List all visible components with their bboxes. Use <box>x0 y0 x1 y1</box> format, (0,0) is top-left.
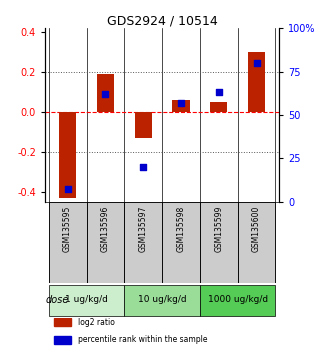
Bar <box>248 52 265 112</box>
Bar <box>210 102 227 112</box>
Text: 10 ug/kg/d: 10 ug/kg/d <box>138 295 187 304</box>
Bar <box>59 112 76 198</box>
Title: GDS2924 / 10514: GDS2924 / 10514 <box>107 14 218 27</box>
Bar <box>49 201 87 283</box>
Text: 1000 ug/kg/d: 1000 ug/kg/d <box>208 295 268 304</box>
Text: GSM135600: GSM135600 <box>252 206 261 252</box>
Text: dose: dose <box>46 295 69 306</box>
Text: GSM135599: GSM135599 <box>214 206 223 252</box>
FancyArrow shape <box>61 293 66 308</box>
Text: GSM135596: GSM135596 <box>101 206 110 252</box>
Bar <box>49 285 124 316</box>
Text: log2 ratio: log2 ratio <box>78 318 115 327</box>
Bar <box>124 285 200 316</box>
Point <box>103 91 108 97</box>
Bar <box>238 201 275 283</box>
Bar <box>124 201 162 283</box>
Point <box>141 164 146 170</box>
Bar <box>87 201 124 283</box>
Text: GSM135595: GSM135595 <box>63 206 72 252</box>
Text: GSM135598: GSM135598 <box>177 206 186 252</box>
Point <box>254 60 259 66</box>
Text: percentile rank within the sample: percentile rank within the sample <box>78 335 207 344</box>
Bar <box>135 112 152 138</box>
Bar <box>162 201 200 283</box>
Point <box>216 90 221 95</box>
Bar <box>54 318 71 326</box>
Point <box>178 100 184 105</box>
Bar <box>54 336 71 344</box>
Bar <box>172 100 189 112</box>
Text: GSM135597: GSM135597 <box>139 206 148 252</box>
Point <box>65 187 70 192</box>
Text: 1 ug/kg/d: 1 ug/kg/d <box>65 295 108 304</box>
Bar <box>200 201 238 283</box>
Bar <box>97 74 114 112</box>
Bar <box>200 285 275 316</box>
